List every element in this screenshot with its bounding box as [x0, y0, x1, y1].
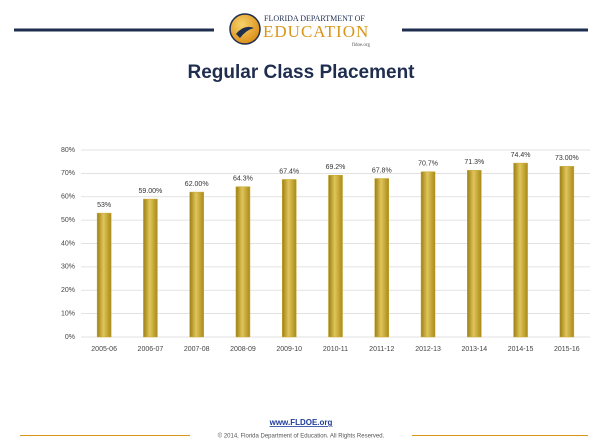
bar — [328, 174, 343, 338]
x-tick-label: 2005-06 — [91, 346, 117, 353]
bar — [189, 191, 204, 338]
footer-copyright: © 2014, Florida Department of Education.… — [218, 433, 385, 440]
bar — [143, 198, 158, 338]
x-tick-label: 2010-11 — [323, 346, 348, 353]
bar — [559, 166, 575, 338]
value-label: 67.4% — [279, 168, 299, 175]
bar — [96, 212, 112, 338]
value-label: 62.00% — [185, 181, 209, 188]
value-label: 64.3% — [233, 176, 253, 183]
x-tick-label: 2009-10 — [276, 346, 302, 353]
value-label: 59.00% — [139, 188, 163, 195]
org-line: FLORIDA DEPARTMENT OF — [264, 14, 365, 23]
chart-title: Regular Class Placement — [187, 62, 415, 83]
plot: 0% 10% 20% 30% 40% 50% 60% 70% 80% 2005-06 53% 2006… — [61, 147, 590, 353]
value-label: 73.00% — [555, 155, 579, 162]
value-label: 69.2% — [326, 164, 346, 171]
org-name: EDUCATION — [263, 22, 369, 41]
footer-url[interactable]: www.FLDOE.org — [269, 418, 333, 427]
x-tick-label: 2013-14 — [461, 346, 487, 353]
x-tick-label: 2014-15 — [508, 346, 534, 353]
value-label: 71.3% — [464, 159, 484, 166]
value-label: 67.8% — [372, 167, 392, 174]
x-tick-label: 2008-09 — [230, 346, 256, 353]
bar — [281, 179, 297, 338]
x-tick-label: 2015-16 — [554, 346, 580, 353]
x-tick-label: 2012-13 — [415, 346, 441, 353]
value-label: 70.7% — [418, 161, 438, 168]
x-tick-label: 2007-08 — [184, 346, 210, 353]
y-tick-label: 70% — [61, 170, 75, 177]
y-tick-label: 20% — [61, 287, 75, 294]
y-tick-label: 40% — [61, 240, 75, 247]
bar — [420, 171, 436, 338]
y-tick-label: 80% — [61, 147, 75, 154]
y-tick-label: 0% — [65, 334, 75, 341]
y-tick-label: 60% — [61, 194, 75, 201]
y-tick-label: 50% — [61, 217, 75, 224]
bar — [513, 162, 528, 338]
y-tick-label: 30% — [61, 264, 75, 271]
bar — [467, 170, 482, 338]
logo-swoosh — [236, 26, 254, 38]
org-site: fldoe.org — [352, 43, 371, 48]
y-tick-label: 10% — [61, 310, 75, 317]
x-tick-label: 2011-12 — [369, 346, 394, 353]
value-label: 53% — [97, 202, 111, 209]
x-tick-label: 2006-07 — [138, 346, 164, 353]
bar — [374, 178, 390, 338]
bar — [235, 186, 251, 338]
value-label: 74.4% — [511, 152, 531, 159]
